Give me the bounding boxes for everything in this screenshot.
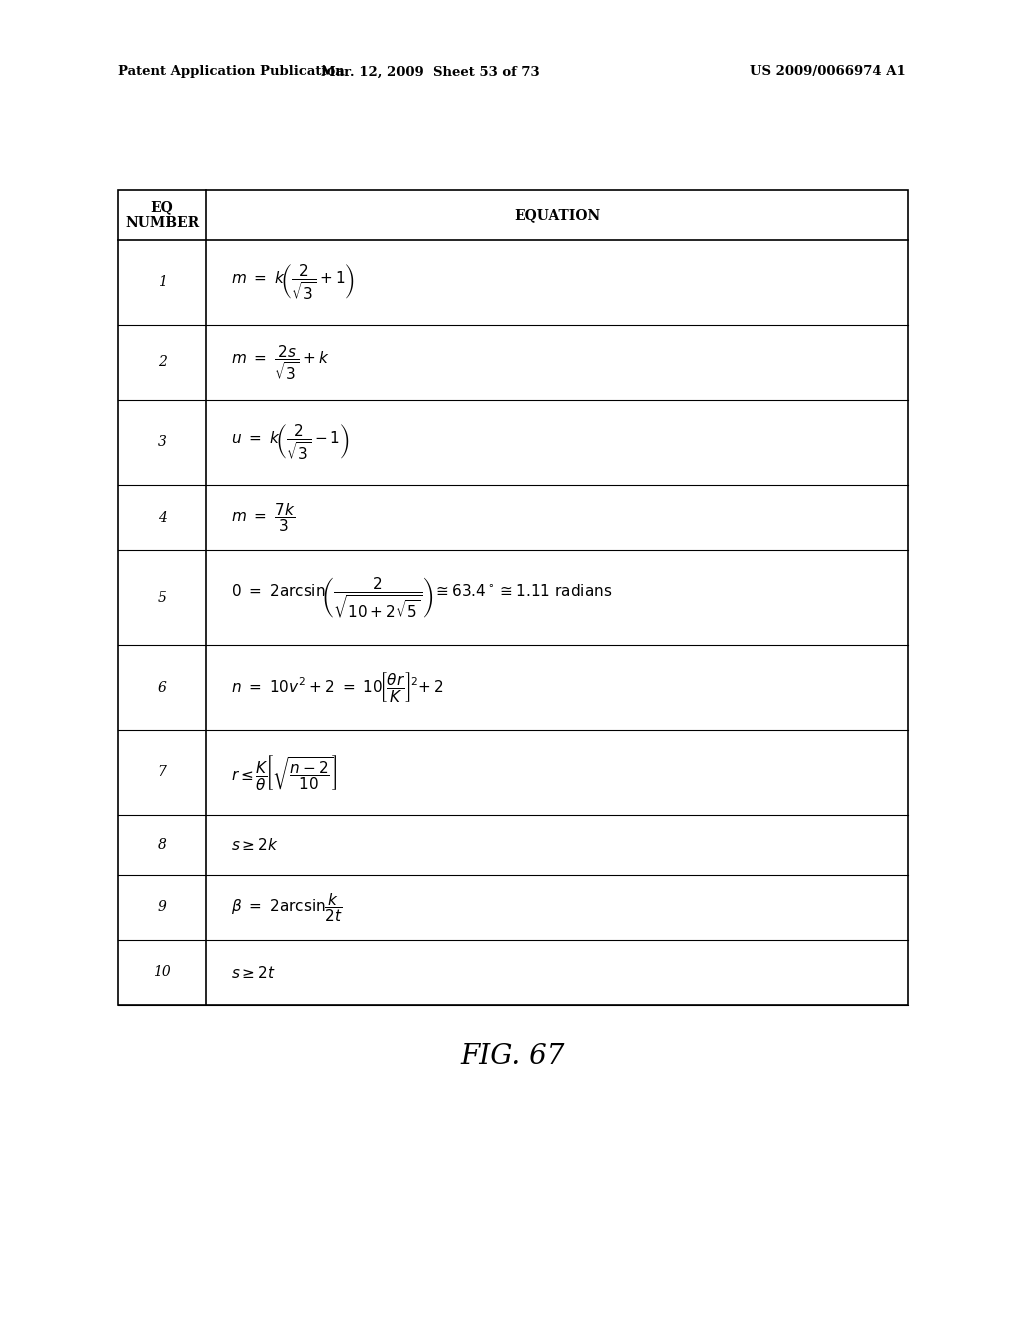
Text: $r\leq\dfrac{K}{\theta}\!\left[\sqrt{\dfrac{n-2}{10}}\right]$: $r\leq\dfrac{K}{\theta}\!\left[\sqrt{\df… <box>231 752 338 792</box>
Text: $u\ =\ k\!\left(\dfrac{2}{\sqrt{3}}-1\right)$: $u\ =\ k\!\left(\dfrac{2}{\sqrt{3}}-1\ri… <box>231 422 350 462</box>
Text: 3: 3 <box>158 436 167 450</box>
Text: 1: 1 <box>158 276 167 289</box>
Text: US 2009/0066974 A1: US 2009/0066974 A1 <box>751 66 906 78</box>
Text: 8: 8 <box>158 838 167 851</box>
Text: Mar. 12, 2009  Sheet 53 of 73: Mar. 12, 2009 Sheet 53 of 73 <box>321 66 540 78</box>
Text: $m\ =\ \dfrac{2s}{\sqrt{3}}+k$: $m\ =\ \dfrac{2s}{\sqrt{3}}+k$ <box>231 343 330 381</box>
Text: $s\geq 2t$: $s\geq 2t$ <box>231 965 275 981</box>
Text: 9: 9 <box>158 900 167 915</box>
Text: 4: 4 <box>158 511 167 524</box>
Text: EQ
NUMBER: EQ NUMBER <box>125 199 199 230</box>
Text: $m\ =\ \dfrac{7k}{3}$: $m\ =\ \dfrac{7k}{3}$ <box>231 502 296 533</box>
Text: 7: 7 <box>158 766 167 780</box>
Text: 5: 5 <box>158 590 167 605</box>
Text: $0\ =\ 2\mathrm{arcsin}\!\left(\dfrac{2}{\sqrt{10+2\sqrt{5}}}\right)\cong 63.4^\: $0\ =\ 2\mathrm{arcsin}\!\left(\dfrac{2}… <box>231 576 612 620</box>
Text: 6: 6 <box>158 681 167 694</box>
Text: $\beta\ =\ 2\mathrm{arcsin}\dfrac{k}{2t}$: $\beta\ =\ 2\mathrm{arcsin}\dfrac{k}{2t}… <box>231 891 343 924</box>
Text: 2: 2 <box>158 355 167 370</box>
Text: $n\ =\ 10v^2+2\ =\ 10\!\left[\dfrac{\theta r}{K}\right]^{\!2}\!+2$: $n\ =\ 10v^2+2\ =\ 10\!\left[\dfrac{\the… <box>231 671 443 705</box>
Bar <box>118 190 908 1005</box>
Text: 10: 10 <box>154 965 171 979</box>
Text: EQUATION: EQUATION <box>514 209 600 222</box>
Text: Patent Application Publication: Patent Application Publication <box>118 66 345 78</box>
Text: $s\geq 2k$: $s\geq 2k$ <box>231 837 279 853</box>
Text: $m\ =\ k\!\left(\dfrac{2}{\sqrt{3}}+1\right)$: $m\ =\ k\!\left(\dfrac{2}{\sqrt{3}}+1\ri… <box>231 263 355 302</box>
Text: FIG. 67: FIG. 67 <box>461 1044 565 1071</box>
